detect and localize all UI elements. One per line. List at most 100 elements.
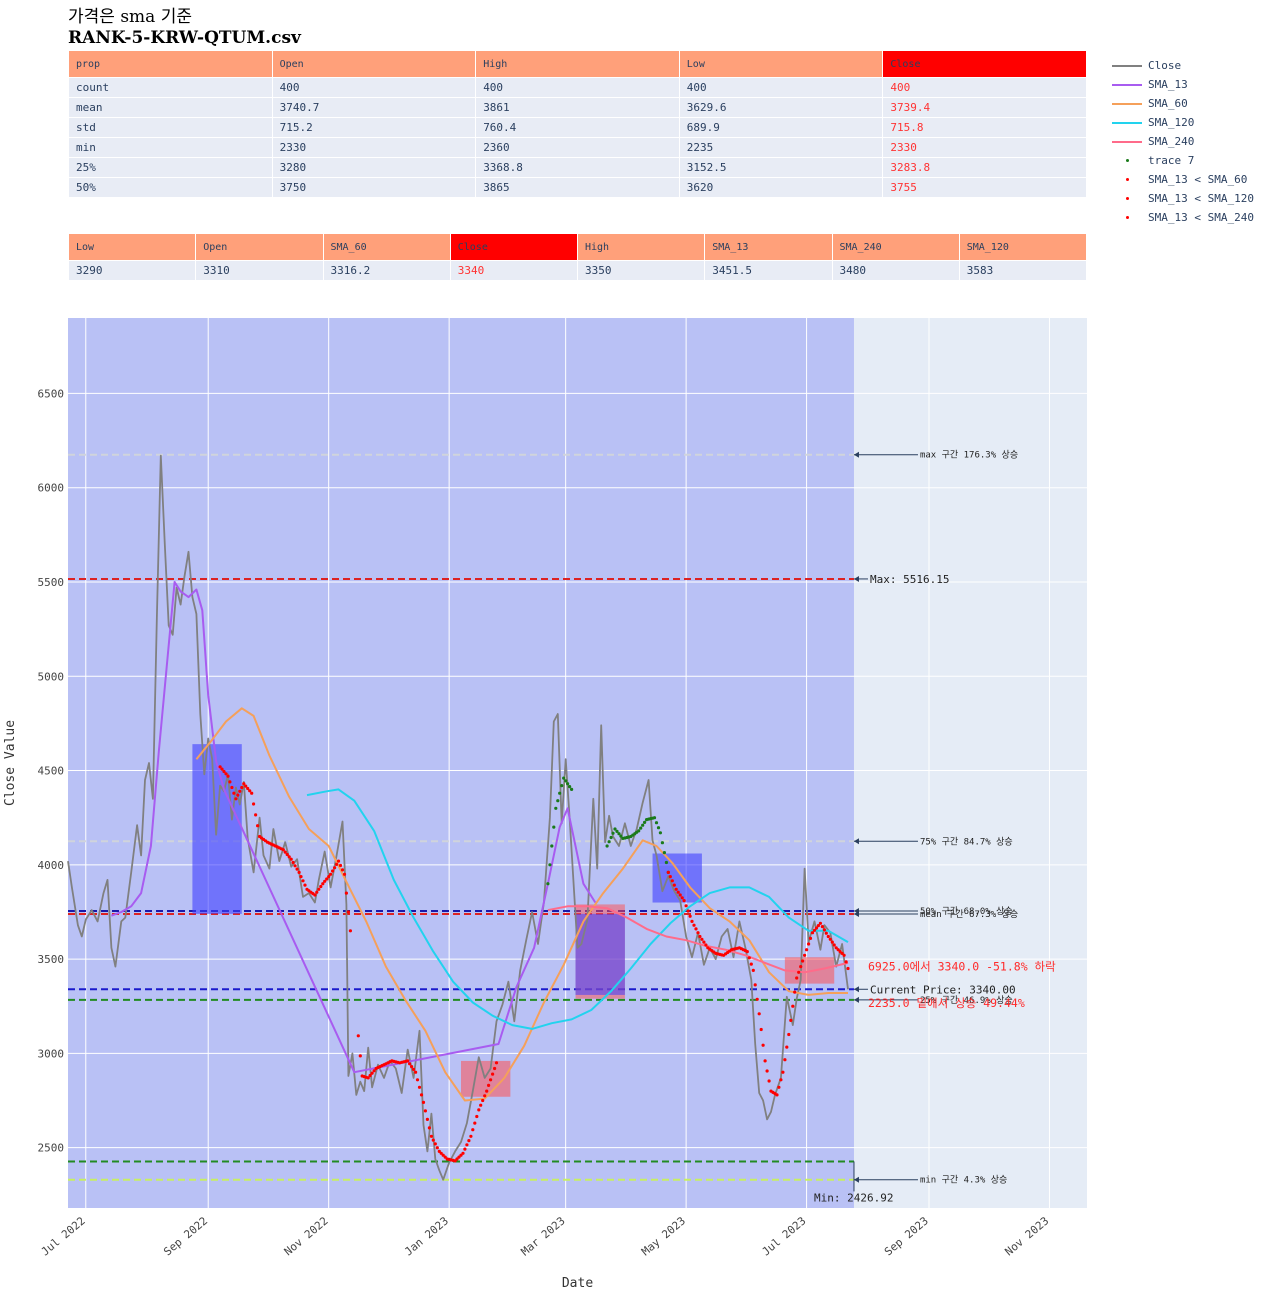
signal-marker bbox=[779, 1078, 783, 1082]
series-sma-60-line bbox=[195, 707, 848, 1102]
signal-marker bbox=[795, 976, 799, 980]
legend-marker bbox=[1112, 121, 1142, 124]
signal-marker bbox=[672, 883, 676, 887]
stats-cell: 3280 bbox=[271, 157, 477, 178]
signal-marker bbox=[781, 1070, 785, 1074]
x-tick-label: Nov 2023 bbox=[1002, 1214, 1051, 1258]
signal-marker bbox=[753, 983, 757, 987]
signal-marker bbox=[232, 791, 236, 795]
signal-marker bbox=[463, 1147, 467, 1151]
legend[interactable]: Close SMA_13 SMA_60 SMA_120 SMA_240 trace 7 SM… bbox=[1110, 56, 1254, 227]
signal-marker bbox=[676, 890, 680, 894]
signal-marker bbox=[325, 877, 329, 881]
signal-marker bbox=[654, 821, 659, 825]
signal-marker bbox=[224, 772, 228, 776]
x-tick-label: Nov 2022 bbox=[282, 1214, 331, 1258]
annotation-label: mean 구간 67.3% 상승 bbox=[920, 909, 1018, 920]
stats-cell: 3861 bbox=[475, 97, 680, 118]
signal-marker bbox=[287, 855, 291, 859]
signal-marker bbox=[641, 823, 645, 827]
latest-cell: 3316.2 bbox=[322, 260, 451, 281]
legend-label: SMA_13 bbox=[1148, 78, 1188, 91]
signal-marker bbox=[236, 793, 240, 797]
signal-marker bbox=[562, 776, 566, 780]
title-line-2: RANK-5-KRW-QTUM.csv bbox=[68, 28, 301, 48]
signal-marker bbox=[775, 1093, 779, 1097]
signal-marker bbox=[487, 1083, 491, 1087]
signal-marker bbox=[240, 785, 244, 790]
signal-marker bbox=[226, 774, 230, 778]
stats-header-cell: prop bbox=[68, 50, 273, 78]
signal-marker bbox=[808, 936, 813, 941]
legend-swatch bbox=[1110, 216, 1144, 219]
signal-marker bbox=[494, 1061, 499, 1065]
signal-marker bbox=[228, 780, 232, 784]
signal-marker bbox=[425, 1117, 429, 1121]
signal-marker bbox=[805, 948, 809, 952]
signal-marker bbox=[319, 884, 323, 889]
annotation-arrowhead bbox=[853, 986, 859, 993]
signal-marker bbox=[619, 834, 623, 838]
annotation-arrowhead bbox=[853, 451, 859, 458]
signal-marker bbox=[222, 769, 226, 774]
signal-marker bbox=[698, 934, 702, 939]
signal-marker bbox=[348, 929, 352, 933]
stats-cell: mean bbox=[68, 97, 273, 118]
stats-cell: 2330 bbox=[271, 137, 477, 158]
legend-item[interactable]: SMA_60 bbox=[1110, 94, 1254, 113]
legend-item[interactable]: SMA_13 < SMA_60 bbox=[1110, 170, 1254, 189]
legend-item[interactable]: Close bbox=[1110, 56, 1254, 75]
signal-marker bbox=[234, 797, 238, 801]
latest-cell: 3340 bbox=[449, 260, 579, 281]
signal-marker bbox=[250, 791, 254, 795]
signal-marker bbox=[423, 1109, 427, 1113]
signal-marker bbox=[366, 1076, 370, 1080]
stats-row: 50% 3750 3865 3620 3755 bbox=[68, 177, 1087, 198]
signal-marker bbox=[218, 765, 222, 769]
legend-swatch bbox=[1110, 159, 1144, 162]
signal-marker bbox=[558, 791, 562, 795]
signal-marker bbox=[370, 1071, 374, 1075]
legend-label: SMA_13 < SMA_60 bbox=[1148, 173, 1248, 186]
signal-marker bbox=[605, 844, 609, 848]
legend-item[interactable]: trace 7 bbox=[1110, 151, 1254, 170]
latest-cell: 3451.5 bbox=[704, 260, 833, 281]
signal-marker bbox=[435, 1146, 439, 1150]
signal-marker bbox=[256, 824, 260, 828]
stats-header-cell: High bbox=[475, 50, 680, 78]
signal-marker bbox=[662, 851, 667, 855]
legend-item[interactable]: SMA_13 < SMA_240 bbox=[1110, 208, 1254, 227]
signal-marker bbox=[761, 1043, 765, 1047]
signal-marker bbox=[787, 1032, 791, 1037]
legend-item[interactable]: SMA_13 < SMA_120 bbox=[1110, 189, 1254, 208]
latest-header-cell: SMA_60 bbox=[322, 233, 451, 261]
legend-marker bbox=[1112, 140, 1142, 143]
y-tick-label: 4000 bbox=[38, 859, 65, 872]
latest-cell: 3350 bbox=[576, 260, 706, 281]
signal-marker bbox=[682, 899, 686, 903]
stats-row: min 2330 2360 2235 2330 bbox=[68, 137, 1087, 158]
signal-marker bbox=[489, 1078, 493, 1082]
signal-marker bbox=[493, 1066, 497, 1071]
annotation-label: 25% 구간 46.9% 상승 bbox=[920, 995, 1013, 1006]
legend-item[interactable]: SMA_13 bbox=[1110, 75, 1254, 94]
legend-swatch bbox=[1110, 197, 1144, 200]
legend-item[interactable]: SMA_120 bbox=[1110, 113, 1254, 132]
stats-cell: 3740.7 bbox=[271, 97, 477, 118]
x-tick-label: Jan 2023 bbox=[402, 1214, 451, 1258]
x-tick-label: Mar 2023 bbox=[519, 1214, 568, 1258]
signal-marker bbox=[785, 1045, 789, 1049]
stats-cell: 3755 bbox=[882, 177, 1087, 198]
x-tick-label: Sep 2023 bbox=[882, 1214, 931, 1258]
signal-marker bbox=[791, 1004, 795, 1008]
signal-marker bbox=[483, 1094, 487, 1098]
latest-cell: 3290 bbox=[67, 260, 197, 281]
legend-swatch bbox=[1110, 83, 1144, 86]
signal-marker bbox=[455, 1157, 459, 1161]
annotation-label: 50% 구간 68.0% 상승 bbox=[920, 906, 1013, 917]
series-close-line bbox=[67, 454, 849, 1181]
signal-marker bbox=[313, 893, 317, 897]
signal-marker bbox=[254, 813, 258, 817]
stats-cell: 400 bbox=[475, 77, 680, 98]
legend-item[interactable]: SMA_240 bbox=[1110, 132, 1254, 151]
